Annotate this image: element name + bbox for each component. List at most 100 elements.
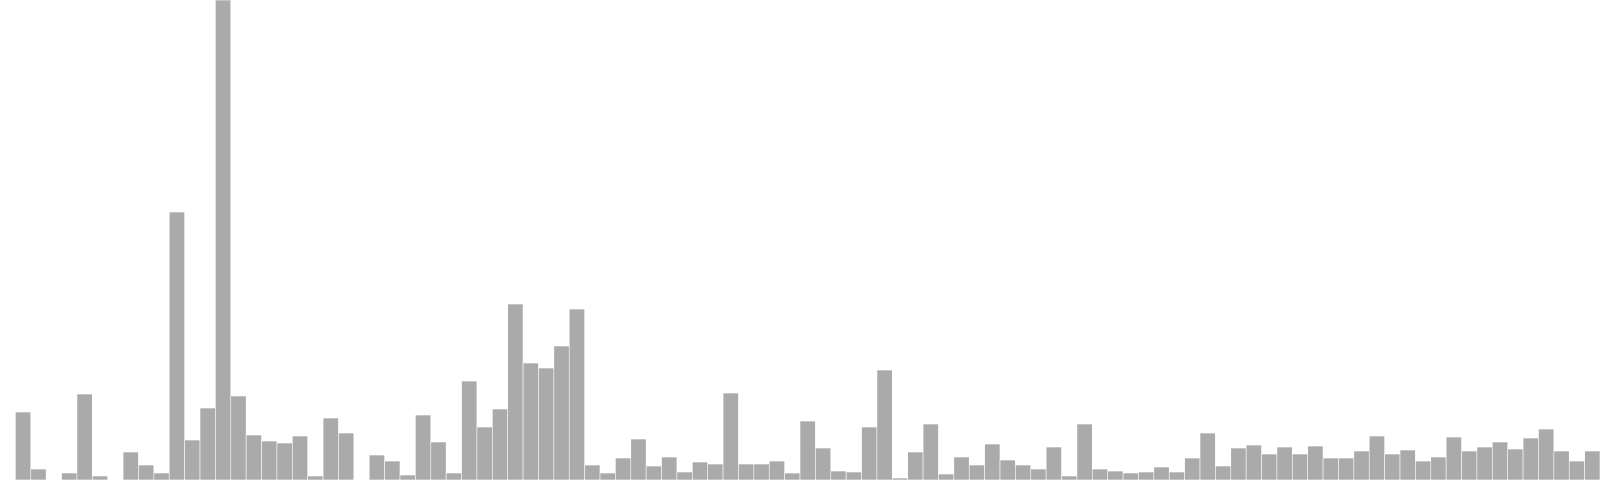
bar-57 bbox=[876, 369, 893, 480]
bar-69 bbox=[1061, 475, 1078, 480]
bar-81 bbox=[1245, 444, 1262, 480]
bar-53 bbox=[815, 447, 832, 480]
bar-66 bbox=[1015, 464, 1032, 480]
bar-9 bbox=[138, 464, 155, 480]
bar-2 bbox=[30, 468, 47, 480]
bar-34 bbox=[522, 362, 539, 480]
bar-6 bbox=[92, 475, 108, 480]
bar-88 bbox=[1353, 450, 1370, 480]
bar-92 bbox=[1415, 460, 1432, 480]
bar-96 bbox=[1476, 446, 1493, 480]
bar-54 bbox=[830, 470, 847, 480]
bar-68 bbox=[1045, 446, 1062, 480]
bar-52 bbox=[799, 420, 816, 480]
bar-39 bbox=[599, 472, 616, 480]
bar-12 bbox=[184, 439, 201, 480]
bar-71 bbox=[1092, 468, 1108, 480]
bar-30 bbox=[461, 380, 478, 480]
bar-94 bbox=[1445, 436, 1462, 480]
bar-72 bbox=[1107, 470, 1124, 480]
bar-78 bbox=[1199, 432, 1216, 480]
bar-70 bbox=[1076, 423, 1093, 480]
bar-89 bbox=[1368, 435, 1385, 480]
bar-100 bbox=[1538, 428, 1555, 480]
bar-42 bbox=[645, 465, 662, 480]
bar-64 bbox=[984, 443, 1001, 480]
bar-44 bbox=[676, 471, 693, 480]
bar-80 bbox=[1230, 447, 1247, 480]
bar-38 bbox=[584, 464, 601, 480]
bar-15 bbox=[230, 395, 247, 480]
bar-102 bbox=[1568, 460, 1585, 480]
bar-74 bbox=[1138, 471, 1155, 480]
bar-31 bbox=[476, 426, 493, 480]
bar-18 bbox=[276, 442, 293, 480]
bar-37 bbox=[568, 308, 585, 480]
bar-5 bbox=[76, 393, 93, 480]
bar-91 bbox=[1399, 449, 1416, 480]
bar-93 bbox=[1430, 456, 1447, 480]
bar-98 bbox=[1507, 448, 1524, 480]
bar-4 bbox=[61, 472, 78, 480]
bar-36 bbox=[553, 345, 570, 480]
bar-60 bbox=[922, 423, 939, 480]
bar-99 bbox=[1522, 437, 1539, 480]
bar-43 bbox=[661, 456, 678, 480]
bar-59 bbox=[907, 451, 924, 480]
bar-97 bbox=[1492, 441, 1508, 480]
bar-51 bbox=[784, 472, 801, 480]
bar-21 bbox=[322, 417, 339, 480]
bar-16 bbox=[245, 434, 262, 480]
bar-8 bbox=[122, 451, 139, 480]
bar-103 bbox=[1584, 450, 1600, 480]
bar-14 bbox=[215, 0, 232, 480]
bar-10 bbox=[153, 472, 170, 480]
bar-50 bbox=[768, 460, 785, 480]
bar-87 bbox=[1338, 457, 1355, 480]
bar-22 bbox=[338, 432, 355, 480]
bar-65 bbox=[999, 459, 1016, 480]
bar-35 bbox=[538, 367, 555, 480]
bar-25 bbox=[384, 460, 401, 480]
bar-32 bbox=[492, 408, 508, 480]
bar-41 bbox=[630, 438, 647, 480]
bar-45 bbox=[692, 461, 708, 480]
bar-62 bbox=[953, 456, 970, 480]
bar-77 bbox=[1184, 457, 1201, 480]
bar-90 bbox=[1384, 453, 1401, 480]
bar-83 bbox=[1276, 446, 1293, 480]
bar-61 bbox=[938, 473, 955, 480]
bar-63 bbox=[968, 464, 985, 480]
bar-46 bbox=[707, 463, 724, 480]
bar-49 bbox=[753, 463, 770, 480]
bar-101 bbox=[1553, 450, 1570, 480]
bar-40 bbox=[615, 457, 632, 480]
bar-29 bbox=[445, 472, 462, 480]
bar-67 bbox=[1030, 468, 1047, 480]
bar-86 bbox=[1322, 457, 1339, 480]
bar-48 bbox=[738, 463, 755, 480]
bar-85 bbox=[1307, 445, 1324, 480]
bar-79 bbox=[1215, 465, 1232, 480]
bar-47 bbox=[722, 392, 739, 480]
bar-13 bbox=[199, 407, 216, 480]
bar-28 bbox=[430, 441, 447, 480]
bar-33 bbox=[507, 303, 524, 480]
bar-17 bbox=[261, 440, 278, 480]
bar-1 bbox=[15, 411, 32, 480]
bar-26 bbox=[399, 474, 416, 480]
bar-73 bbox=[1122, 472, 1139, 480]
bar-82 bbox=[1261, 453, 1278, 480]
bar-24 bbox=[368, 454, 385, 480]
bar-56 bbox=[861, 426, 878, 480]
bar-55 bbox=[845, 471, 862, 480]
bar-27 bbox=[415, 414, 432, 480]
bar-95 bbox=[1461, 450, 1478, 480]
bar-11 bbox=[168, 211, 185, 480]
bar-75 bbox=[1153, 466, 1170, 480]
bar-76 bbox=[1168, 471, 1185, 480]
bar-84 bbox=[1292, 453, 1308, 480]
bars-group bbox=[15, 0, 1600, 480]
bar-20 bbox=[307, 475, 324, 480]
